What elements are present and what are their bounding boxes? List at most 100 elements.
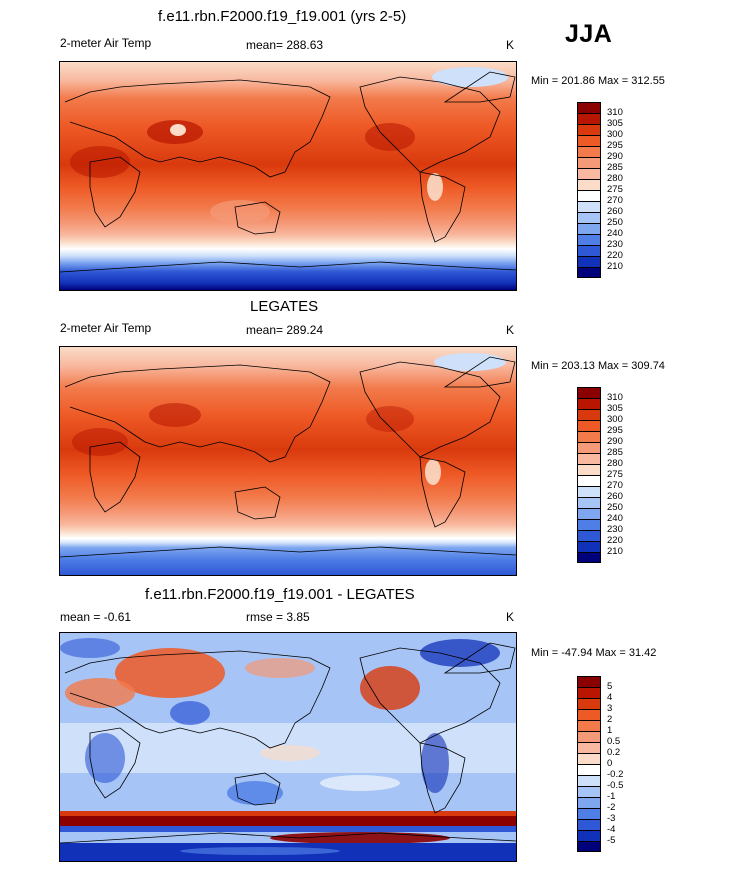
colorbar-cell (578, 676, 600, 687)
panel-2-variable-label: 2-meter Air Temp (60, 321, 152, 335)
colorbar-tick-label: 230 (607, 524, 623, 535)
colorbar-tick-label: 210 (607, 261, 623, 272)
panel-3-colorbar-cells (577, 676, 601, 852)
colorbar-tick-label: -4 (607, 824, 616, 835)
colorbar-cell (578, 552, 600, 563)
panel-1-map (59, 61, 517, 291)
colorbar-tick-label: 305 (607, 403, 623, 414)
colorbar-tick-label: 280 (607, 173, 623, 184)
colorbar-tick-label: 310 (607, 392, 623, 403)
colorbar-tick-label: -2 (607, 802, 616, 813)
colorbar-tick-label: 295 (607, 425, 623, 436)
colorbar-cell (578, 223, 600, 234)
colorbar-tick-label: 0.5 (607, 736, 621, 747)
colorbar-cell (578, 157, 600, 168)
colorbar-cell (578, 256, 600, 267)
season-label: JJA (565, 20, 613, 48)
colorbar-cell (578, 720, 600, 731)
colorbar-tick-label: 270 (607, 195, 623, 206)
colorbar-tick-label: 290 (607, 436, 623, 447)
colorbar-tick-label: 295 (607, 140, 623, 151)
colorbar-tick-label: 230 (607, 239, 623, 250)
colorbar-cell (578, 135, 600, 146)
panel-1-coastlines (60, 71, 516, 273)
colorbar-tick-label: 305 (607, 118, 623, 129)
colorbar-tick-label: -1 (607, 791, 616, 802)
colorbar-cell (578, 267, 600, 278)
panel-2-units-label: K (506, 323, 515, 337)
colorbar-cell (578, 453, 600, 464)
colorbar-cell (578, 387, 600, 398)
colorbar-cell (578, 486, 600, 497)
colorbar-tick-label: 3 (607, 703, 613, 714)
colorbar-cell (578, 146, 600, 157)
colorbar-cell (578, 190, 600, 201)
panel-3-minmax-label: Min = -47.94 Max = 31.42 (531, 647, 657, 659)
panel-2-minmax-label: Min = 203.13 Max = 309.74 (531, 360, 665, 372)
colorbar-cell (578, 819, 600, 830)
panel-2-map-graphic (60, 347, 516, 575)
colorbar-tick-label: 1 (607, 725, 613, 736)
panel-2-land-anomalies (72, 353, 506, 485)
colorbar-tick-label: 285 (607, 162, 623, 173)
panel-1-colorbar-cells (577, 102, 601, 278)
colorbar-cell (578, 841, 600, 852)
colorbar-cell (578, 409, 600, 420)
colorbar-cell (578, 212, 600, 223)
colorbar-tick-label: 4 (607, 692, 613, 703)
colorbar-tick-label: -0.5 (607, 780, 624, 791)
colorbar-cell (578, 753, 600, 764)
panel-1-units-label: K (506, 38, 515, 52)
colorbar-cell (578, 431, 600, 442)
panel-3-map-graphic (60, 633, 516, 861)
colorbar-cell (578, 245, 600, 256)
colorbar-tick-label: 270 (607, 480, 623, 491)
colorbar-cell (578, 201, 600, 212)
colorbar-cell (578, 742, 600, 753)
panel-1-mean-label: mean= 288.63 (246, 38, 324, 52)
colorbar-tick-label: 240 (607, 513, 623, 524)
colorbar-cell (578, 808, 600, 819)
colorbar-cell (578, 398, 600, 409)
colorbar-tick-label: 210 (607, 546, 623, 557)
colorbar-tick-label: 0 (607, 758, 613, 769)
colorbar-tick-label: 310 (607, 107, 623, 118)
panel-1-variable-label: 2-meter Air Temp (60, 36, 152, 50)
panel-3-units-label: K (506, 610, 515, 624)
panel-2-mean-label: mean= 289.24 (246, 323, 324, 337)
colorbar-tick-label: 275 (607, 469, 623, 480)
colorbar-cell (578, 530, 600, 541)
colorbar-cell (578, 420, 600, 431)
colorbar-cell (578, 786, 600, 797)
colorbar-cell (578, 475, 600, 486)
colorbar-cell (578, 687, 600, 698)
colorbar-tick-label: 220 (607, 250, 623, 261)
colorbar-cell (578, 519, 600, 530)
panel-1-title: f.e11.rbn.F2000.f19_f19.001 (yrs 2-5) (158, 8, 407, 25)
panel-2-field (60, 347, 516, 575)
colorbar-cell (578, 775, 600, 786)
colorbar-tick-label: 260 (607, 491, 623, 502)
colorbar-cell (578, 698, 600, 709)
colorbar-tick-label: 285 (607, 447, 623, 458)
colorbar-tick-label: 300 (607, 129, 623, 140)
panel-3-map (59, 632, 517, 862)
colorbar-tick-label: 260 (607, 206, 623, 217)
colorbar-cell (578, 764, 600, 775)
colorbar-tick-label: -0.2 (607, 769, 624, 780)
colorbar-tick-label: 5 (607, 681, 613, 692)
colorbar-cell (578, 179, 600, 190)
colorbar-cell (578, 508, 600, 519)
colorbar-tick-label: 250 (607, 217, 623, 228)
panel-1-colorbar: 310 305 300 295 290 285 280 275 270 260 250 240 230 2… (577, 102, 647, 287)
colorbar-cell (578, 830, 600, 841)
colorbar-tick-label: 275 (607, 184, 623, 195)
colorbar-tick-label: 2 (607, 714, 613, 725)
colorbar-cell (578, 797, 600, 808)
colorbar-cell (578, 102, 600, 113)
panel-1-field (60, 62, 516, 290)
panel-3-coastlines (60, 642, 516, 844)
colorbar-tick-label: 240 (607, 228, 623, 239)
panel-3-colorbar: 5 4 3 2 1 0.5 0.2 0 -0.2 -0.5 -1 -2 -3 -4 -5 (577, 676, 647, 861)
panel-3-rmse-label: rmse = 3.85 (246, 610, 310, 624)
